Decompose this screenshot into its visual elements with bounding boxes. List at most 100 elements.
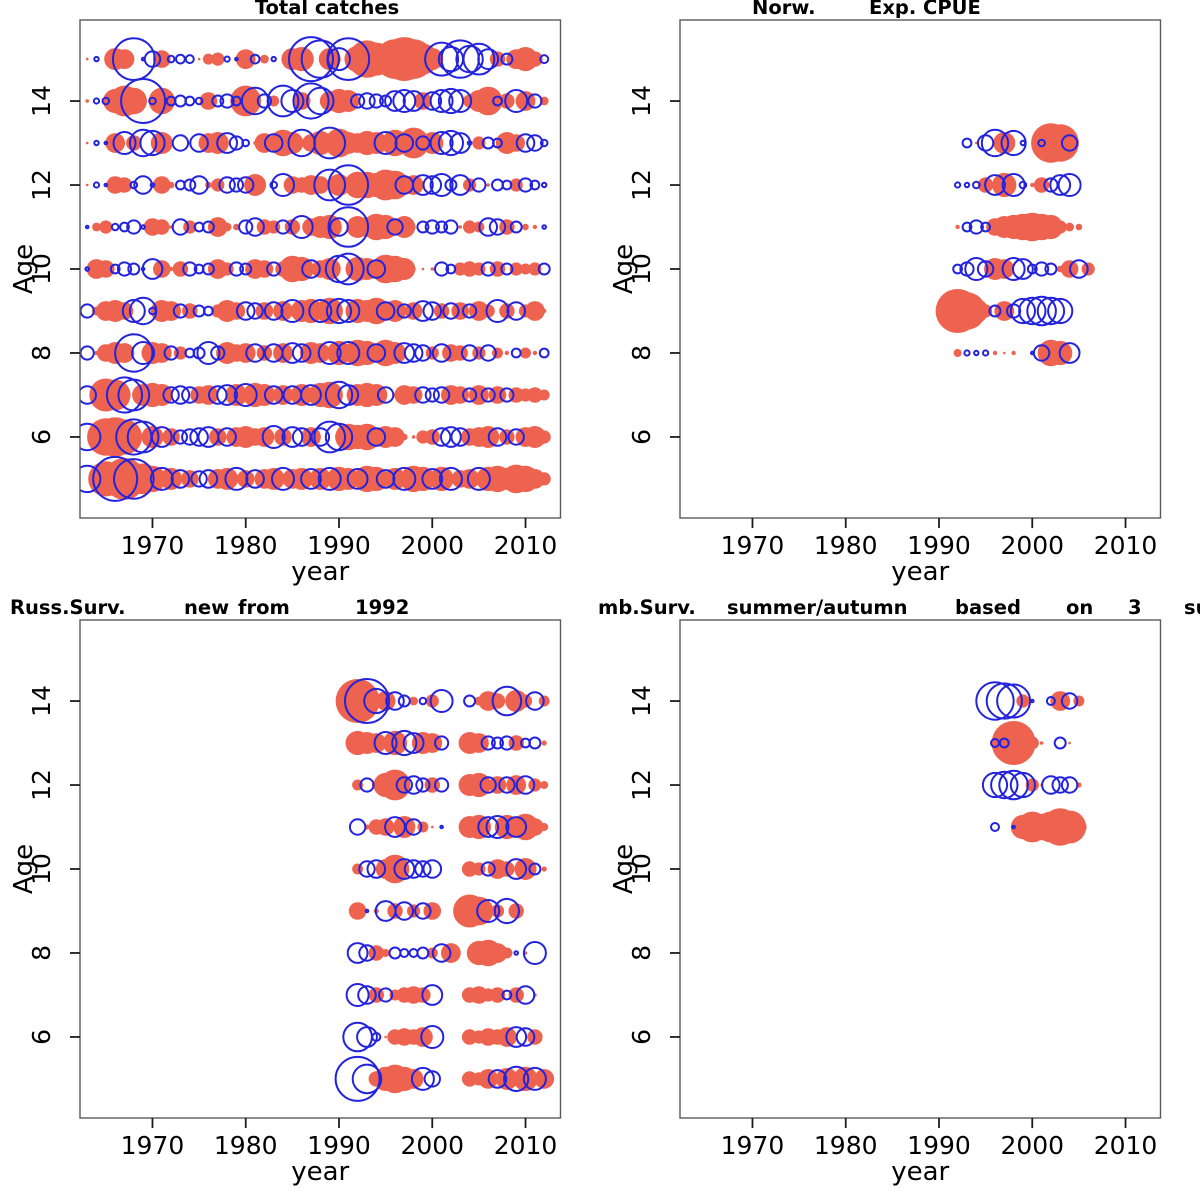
bubble	[526, 818, 544, 836]
bubble	[189, 133, 209, 153]
bubble	[292, 82, 330, 120]
bubble	[515, 775, 536, 795]
bubble	[506, 301, 527, 321]
bubble	[1019, 139, 1027, 147]
bubble	[235, 301, 256, 321]
x-tick-label: 1980	[214, 1131, 278, 1160]
bubble	[505, 816, 528, 838]
bubble	[459, 469, 480, 489]
bubble	[1049, 174, 1072, 196]
bubble	[113, 458, 155, 500]
bubble	[371, 1032, 382, 1042]
bubble	[418, 696, 428, 706]
bubble	[1038, 214, 1063, 240]
bubble	[527, 387, 543, 403]
bubble	[523, 426, 546, 448]
bubble	[477, 816, 500, 838]
bubble	[485, 815, 510, 839]
bubble	[114, 49, 135, 69]
bubble	[998, 737, 1010, 749]
bubble	[211, 178, 225, 192]
bubble	[529, 179, 541, 191]
bubble	[85, 99, 89, 103]
bubble	[403, 859, 424, 879]
bubble	[462, 303, 478, 319]
y-tick-label: 14	[27, 685, 56, 717]
bubble	[422, 175, 443, 195]
bubble	[181, 386, 199, 404]
bubble	[527, 93, 543, 109]
bubble	[421, 267, 425, 271]
bubble	[462, 387, 478, 403]
bubble	[1032, 344, 1051, 362]
bubble	[501, 989, 513, 1001]
bubble	[375, 469, 396, 489]
positive-bubbles	[991, 691, 1087, 846]
bubble	[366, 859, 387, 879]
bubble	[443, 219, 459, 235]
y-tick-label: 12	[627, 169, 656, 201]
bubble	[542, 308, 547, 314]
bubble	[424, 41, 460, 77]
bubble	[528, 736, 542, 750]
bubble	[1025, 736, 1039, 750]
bubble	[953, 349, 962, 357]
bubble	[1058, 342, 1081, 364]
bubble	[310, 343, 331, 363]
bubble	[491, 178, 504, 192]
bubble	[80, 464, 102, 494]
bubble	[486, 183, 491, 187]
y-tick-label: 6	[27, 1029, 56, 1045]
y-tick-label: 14	[627, 85, 656, 117]
bubble	[149, 466, 174, 491]
bubble	[968, 219, 984, 235]
bubble	[230, 85, 262, 117]
bubble	[1053, 810, 1087, 844]
bubble	[366, 259, 387, 279]
bubble	[313, 168, 347, 202]
bubble	[208, 385, 228, 405]
bubble	[345, 983, 370, 1007]
bubble	[217, 427, 237, 447]
bubble	[492, 137, 503, 149]
bubble	[300, 39, 340, 79]
bubble	[1044, 262, 1058, 276]
bubble	[504, 350, 510, 356]
bubble	[346, 942, 369, 964]
x-axis-label: year	[891, 557, 949, 587]
bubble	[992, 350, 998, 356]
bubble	[92, 455, 139, 502]
bubble	[1053, 736, 1067, 750]
bubble	[505, 858, 528, 880]
bubble	[334, 1055, 381, 1102]
bubble	[422, 859, 443, 879]
plot-box	[679, 619, 1162, 1119]
bubble	[80, 385, 97, 405]
bubble	[421, 984, 444, 1006]
bubble	[396, 303, 412, 319]
bubble	[489, 987, 506, 1003]
bubble	[298, 298, 324, 324]
bubble	[384, 90, 406, 112]
bubble	[1050, 691, 1071, 711]
bubble	[1011, 824, 1016, 830]
bubble	[280, 89, 305, 113]
bubble	[499, 735, 515, 751]
bubble	[382, 730, 408, 756]
bubble	[150, 132, 173, 154]
bubble	[105, 376, 144, 414]
y-tick-label: 10	[27, 253, 56, 285]
bubble	[324, 380, 354, 410]
bubble	[216, 132, 239, 154]
bubble	[306, 86, 335, 116]
bubble	[99, 220, 113, 234]
bubble	[148, 96, 157, 106]
bubble	[471, 177, 487, 193]
bubble	[326, 37, 371, 81]
bubble	[979, 304, 993, 318]
bubble	[121, 299, 146, 323]
bubble	[1018, 180, 1028, 190]
bubble	[388, 946, 402, 960]
y-axis-label: Age	[9, 244, 39, 294]
